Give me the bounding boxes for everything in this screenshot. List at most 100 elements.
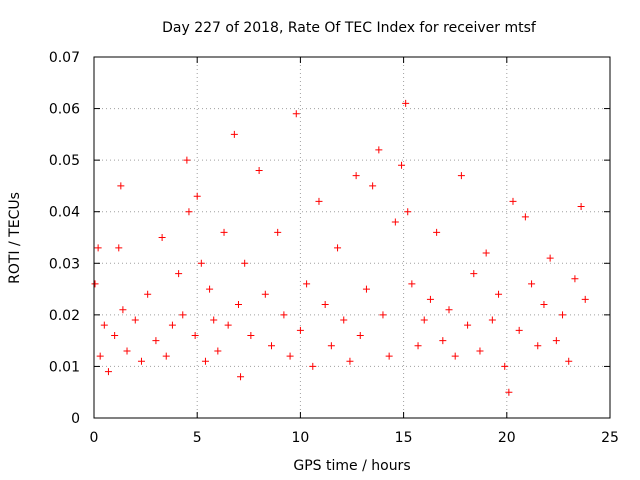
data-point bbox=[220, 228, 228, 236]
data-point bbox=[230, 130, 238, 138]
data-point bbox=[131, 316, 139, 324]
data-point bbox=[321, 301, 329, 309]
x-axis-label: GPS time / hours bbox=[293, 458, 410, 474]
data-point bbox=[309, 362, 317, 370]
data-point bbox=[402, 99, 410, 107]
data-point bbox=[433, 228, 441, 236]
data-point bbox=[352, 172, 360, 180]
data-point bbox=[237, 373, 245, 381]
data-point bbox=[379, 311, 387, 319]
plot-frame bbox=[93, 56, 611, 419]
data-point bbox=[552, 337, 560, 345]
data-point bbox=[451, 352, 459, 360]
data-point bbox=[509, 197, 517, 205]
data-point bbox=[327, 342, 335, 350]
x-tick-label: 0 bbox=[90, 430, 99, 446]
x-tick-label: 15 bbox=[395, 430, 413, 446]
data-point bbox=[241, 259, 249, 267]
data-point bbox=[197, 259, 205, 267]
data-point bbox=[470, 270, 478, 278]
y-tick-label: 0.03 bbox=[49, 256, 80, 272]
data-point bbox=[100, 321, 108, 329]
data-point bbox=[404, 208, 412, 216]
data-point bbox=[488, 316, 496, 324]
gridlines bbox=[94, 57, 610, 418]
data-point bbox=[191, 331, 199, 339]
data-point bbox=[201, 357, 209, 365]
data-point bbox=[117, 182, 125, 190]
data-point bbox=[206, 285, 214, 293]
y-tick-label: 0.01 bbox=[49, 359, 80, 375]
y-tick-label: 0.06 bbox=[49, 102, 80, 118]
data-point bbox=[534, 342, 542, 350]
data-point bbox=[439, 337, 447, 345]
data-point bbox=[193, 192, 201, 200]
data-point bbox=[268, 342, 276, 350]
data-point bbox=[175, 270, 183, 278]
data-point bbox=[104, 368, 112, 376]
data-point bbox=[420, 316, 428, 324]
x-tick-label: 10 bbox=[291, 430, 309, 446]
data-point bbox=[369, 182, 377, 190]
data-point bbox=[303, 280, 311, 288]
y-tick-label: 0.02 bbox=[49, 308, 80, 324]
y-tick-label: 0.04 bbox=[49, 205, 80, 221]
data-point bbox=[185, 208, 193, 216]
y-tick-label: 0.05 bbox=[49, 153, 80, 169]
data-point bbox=[391, 218, 399, 226]
data-point bbox=[559, 311, 567, 319]
data-point bbox=[292, 110, 300, 118]
data-point bbox=[144, 290, 152, 298]
data-point bbox=[210, 316, 218, 324]
data-point bbox=[505, 388, 513, 396]
data-point bbox=[577, 203, 585, 211]
data-point bbox=[162, 352, 170, 360]
data-point bbox=[528, 280, 536, 288]
data-point bbox=[111, 331, 119, 339]
data-point bbox=[274, 228, 282, 236]
x-tick-label: 5 bbox=[193, 430, 202, 446]
y-tick-label: 0 bbox=[71, 411, 80, 427]
data-point bbox=[158, 234, 166, 241]
data-point bbox=[255, 166, 263, 174]
y-axis-label: ROTI / TECUs bbox=[7, 192, 23, 284]
y-tick-label: 0.07 bbox=[49, 50, 80, 66]
data-point bbox=[476, 347, 484, 355]
data-point bbox=[119, 306, 127, 314]
data-point bbox=[214, 347, 222, 355]
data-points bbox=[91, 99, 589, 396]
data-point bbox=[546, 254, 554, 262]
data-point bbox=[234, 301, 242, 309]
data-point bbox=[94, 244, 102, 252]
data-point bbox=[581, 295, 589, 303]
data-point bbox=[495, 290, 503, 298]
data-point bbox=[375, 146, 383, 154]
data-point bbox=[123, 347, 131, 355]
data-point bbox=[414, 342, 422, 350]
data-point bbox=[457, 172, 465, 180]
data-point bbox=[398, 161, 406, 169]
x-tick-label: 25 bbox=[601, 430, 619, 446]
data-point bbox=[426, 295, 434, 303]
data-point bbox=[482, 249, 490, 257]
x-tick-label: 20 bbox=[498, 430, 516, 446]
data-point bbox=[501, 362, 509, 370]
data-point bbox=[286, 352, 294, 360]
data-point bbox=[362, 285, 370, 293]
data-point bbox=[346, 357, 354, 365]
data-point bbox=[408, 280, 416, 288]
data-point bbox=[91, 280, 99, 288]
data-point bbox=[168, 321, 176, 329]
data-point bbox=[521, 213, 529, 221]
data-point bbox=[96, 352, 104, 360]
data-point bbox=[137, 357, 145, 365]
data-point bbox=[340, 316, 348, 324]
data-point bbox=[571, 275, 579, 283]
data-point bbox=[183, 156, 191, 164]
data-point bbox=[334, 244, 342, 252]
data-point bbox=[565, 357, 573, 365]
data-point bbox=[152, 337, 160, 345]
data-point bbox=[464, 321, 472, 329]
data-point bbox=[515, 326, 523, 334]
